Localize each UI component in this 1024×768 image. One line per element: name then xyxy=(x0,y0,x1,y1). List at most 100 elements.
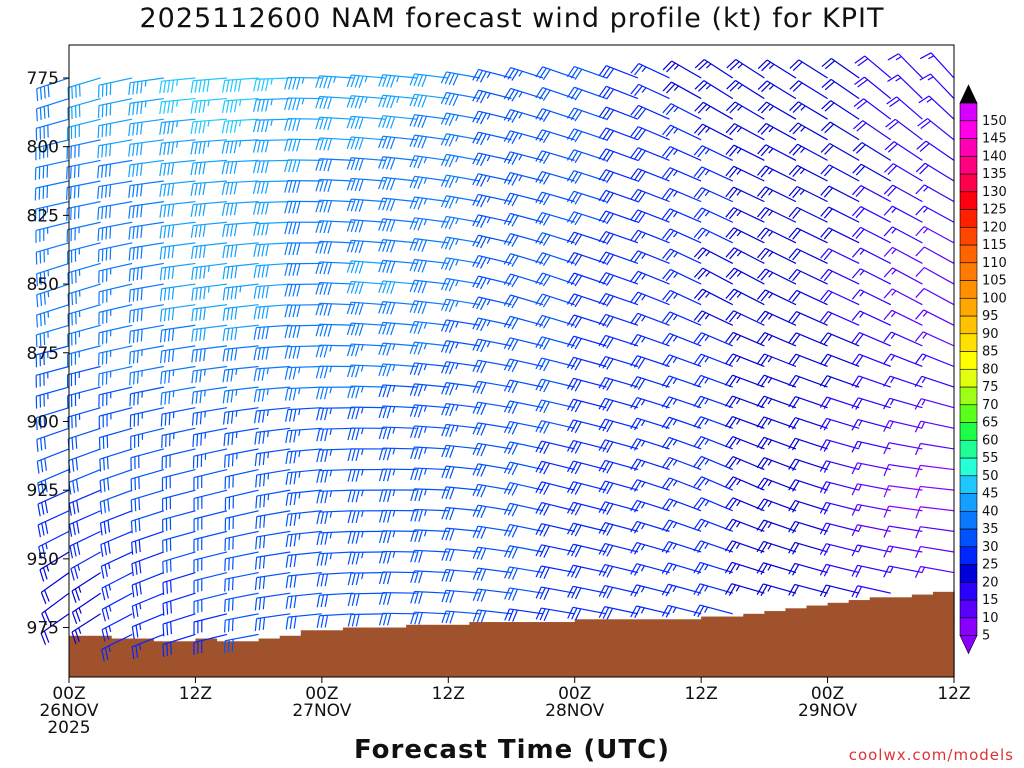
wind-barb xyxy=(71,613,101,645)
barb-flag xyxy=(542,254,551,267)
wind-barb xyxy=(598,148,639,163)
wind-barb xyxy=(918,95,955,120)
barb-flag xyxy=(199,390,202,404)
barb-flag xyxy=(226,390,230,403)
wind-barb xyxy=(883,442,923,455)
barb-staff xyxy=(732,518,765,532)
barb-flag xyxy=(895,56,902,61)
terrain-segment xyxy=(827,602,850,677)
barb-flag xyxy=(315,261,321,274)
barb-flag xyxy=(315,366,321,379)
barb-flag xyxy=(296,263,301,276)
barb-flag xyxy=(788,479,796,491)
barb-flag xyxy=(756,498,765,510)
barb-staff xyxy=(888,442,923,450)
barb-flag xyxy=(472,194,479,206)
wind-barb xyxy=(820,142,860,161)
barb-flag xyxy=(350,302,356,315)
barb-flag xyxy=(472,546,479,559)
colorbar-swatch xyxy=(959,546,978,565)
barb-flag xyxy=(853,120,864,130)
barb-flag xyxy=(104,564,108,577)
barb-flag xyxy=(693,562,701,574)
barb-flag xyxy=(535,586,542,599)
barb-flag xyxy=(69,166,72,179)
barb-flag xyxy=(884,163,894,173)
barb-flag xyxy=(448,176,455,189)
barb-staff xyxy=(98,283,133,293)
barb-flag xyxy=(767,398,772,405)
barb-flag xyxy=(767,439,773,446)
terrain-segment xyxy=(806,605,829,677)
barb-flag xyxy=(504,566,511,579)
barb-flag xyxy=(704,231,710,237)
wind-barb xyxy=(285,613,322,630)
terrain-segment xyxy=(616,619,639,677)
wind-barb xyxy=(316,489,354,504)
barb-staff xyxy=(287,324,322,327)
barb-flag xyxy=(574,462,582,475)
barb-staff xyxy=(826,543,860,553)
barb-staff xyxy=(225,530,259,540)
barb-flag xyxy=(570,482,578,494)
barb-flag xyxy=(258,576,262,590)
barb-flag xyxy=(728,397,737,409)
barb-flag xyxy=(76,500,80,513)
wind-barb xyxy=(347,510,386,524)
barb-flag xyxy=(705,105,711,112)
barb-flag xyxy=(109,205,112,218)
wind-barb xyxy=(316,510,354,525)
colorbar-swatch xyxy=(959,226,978,246)
barb-staff xyxy=(287,118,322,120)
barb-flag xyxy=(108,184,112,197)
barb-flag xyxy=(823,544,831,556)
barb-flag xyxy=(329,428,333,436)
barb-staff xyxy=(382,550,417,553)
barb-staff xyxy=(857,503,891,512)
barb-flag xyxy=(323,117,329,130)
barb-flag xyxy=(472,317,479,330)
barb-staff xyxy=(861,142,892,161)
barb-flag xyxy=(104,647,109,660)
barb-flag xyxy=(202,120,206,134)
barb-flag xyxy=(672,522,678,529)
barb-flag xyxy=(598,335,607,347)
wind-barb xyxy=(566,501,607,516)
colorbar-swatch xyxy=(959,173,978,193)
barb-flag xyxy=(760,146,770,157)
barb-staff xyxy=(446,361,480,368)
barb-flag xyxy=(421,136,428,149)
barb-flag xyxy=(413,259,420,272)
terrain-segment xyxy=(743,613,765,677)
barb-flag xyxy=(315,220,321,233)
barb-staff xyxy=(193,262,228,269)
barb-flag xyxy=(507,295,515,308)
barb-flag xyxy=(195,349,198,362)
barb-flag xyxy=(346,343,352,357)
wind-barb xyxy=(347,468,386,482)
wind-barb xyxy=(190,180,228,196)
barb-staff xyxy=(637,333,670,347)
wind-barb xyxy=(882,375,923,388)
barb-flag xyxy=(665,478,674,490)
wind-barb xyxy=(67,427,101,452)
barb-flag xyxy=(630,312,639,324)
barb-flag xyxy=(191,350,194,363)
barb-staff xyxy=(701,497,733,512)
wind-barb xyxy=(315,116,354,130)
barb-flag xyxy=(350,75,356,88)
wind-barb xyxy=(441,402,480,417)
wind-barb xyxy=(284,242,322,256)
wind-barb xyxy=(315,137,354,151)
barb-staff xyxy=(668,519,702,532)
wind-barb xyxy=(503,66,544,81)
barb-flag xyxy=(40,633,47,646)
barb-flag xyxy=(725,310,735,321)
wind-barb xyxy=(757,247,797,264)
barb-staff xyxy=(319,95,354,100)
barb-flag xyxy=(602,232,611,244)
barb-staff xyxy=(98,139,133,147)
barb-flag xyxy=(855,187,865,198)
barb-flag xyxy=(915,205,925,216)
barb-staff xyxy=(669,332,702,347)
